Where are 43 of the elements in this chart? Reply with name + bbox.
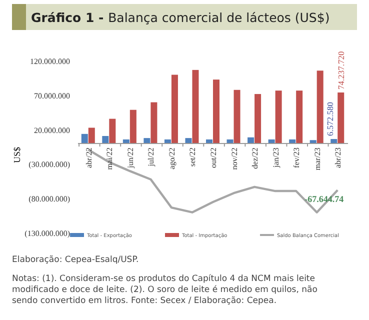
x-tick-label: mar/23 [312, 148, 322, 170]
bar [316, 70, 324, 144]
x-tick-label: ago/22 [167, 148, 176, 170]
text: Elaboração: Cepea-Esalq/USP. [12, 255, 139, 265]
x-tick-label: jan/23 [271, 148, 280, 169]
y-tick-label: 120.000.000 [30, 57, 70, 66]
y-tick-label: (30.000.000) [28, 160, 70, 170]
x-tick-label: jul/22 [146, 148, 156, 168]
bar [150, 102, 158, 144]
x-tick-label: abr/22 [84, 148, 94, 168]
bar [130, 110, 136, 144]
bar [192, 70, 199, 144]
bar [171, 74, 178, 144]
bar [109, 118, 116, 144]
data-label: -67.644.74 [304, 194, 344, 204]
bar [254, 94, 262, 144]
bar [102, 136, 109, 144]
y-tick-label: (130.000.000) [24, 229, 70, 238]
bar [234, 90, 240, 144]
bar [144, 138, 150, 144]
bar [275, 90, 282, 144]
y-tick-label: (80.000.000) [28, 194, 70, 204]
y-axis-title: US$ [12, 146, 22, 164]
bar [88, 128, 95, 144]
x-tick-label: fev/23 [292, 148, 302, 168]
x-tick-label: out/22 [209, 148, 218, 168]
y-tick-label: 20.000.000 [34, 126, 70, 135]
data-label: 6.572.580 [325, 102, 336, 136]
x-tick-label: abr/23 [334, 148, 343, 168]
bar [213, 80, 220, 144]
x-tick-label: nov/22 [230, 148, 239, 170]
x-tick-label: mai/22 [105, 148, 114, 170]
x-tick-label: dez/22 [250, 148, 260, 169]
bar [338, 92, 344, 144]
x-tick-label: jun/22 [126, 148, 135, 170]
bar [185, 138, 192, 144]
data-label: 74.237.720 [336, 51, 346, 90]
y-tick-label: 70.000.000 [34, 91, 70, 100]
chart-title: Gráfico 1 - Balança comercial de lácteos (US$) [31, 10, 330, 25]
bar [296, 90, 303, 144]
text: Notas: (1). Consideram-se os produtos do Capítulo 4 da NCM mais leite modificado e doce de leite. (2). O soro de leite é medido em quilos, não sendo convertido em litros. Fonte: Secex / Elaboração: Cepea. [12, 274, 318, 306]
x-tick-label: set/22 [188, 148, 198, 167]
bar [81, 134, 88, 144]
